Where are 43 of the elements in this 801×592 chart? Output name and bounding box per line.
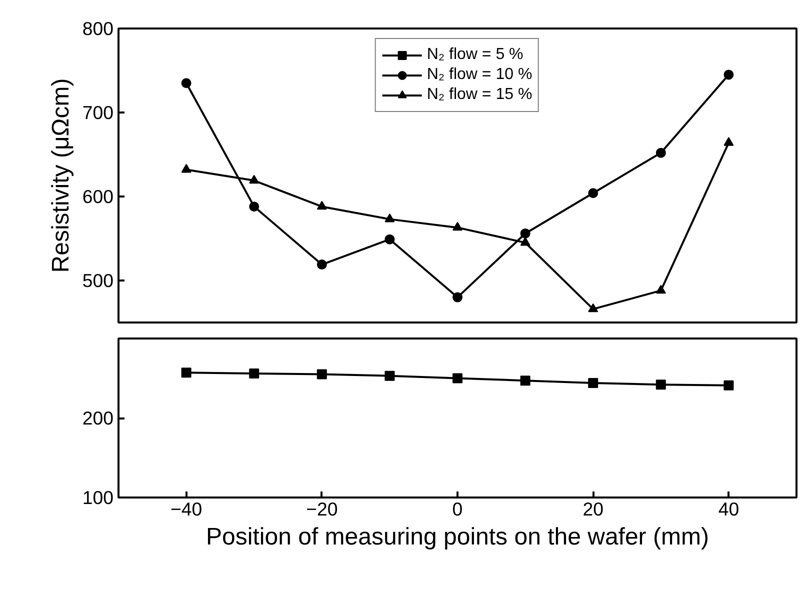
x-axis-title: Position of measuring points on the wafer (mm) [206, 524, 709, 550]
y-tick-label: 500 [82, 270, 114, 291]
point [656, 148, 666, 158]
legend-label: N₂ flow = 10 % [426, 66, 532, 84]
point [588, 378, 598, 388]
x-tick-label: −40 [170, 498, 202, 520]
point [452, 292, 462, 302]
x-tick-label: 20 [582, 498, 604, 520]
legend-label: N₂ flow = 5 % [426, 46, 524, 64]
y-tick-label: 200 [82, 408, 114, 428]
point [181, 164, 192, 173]
point [588, 303, 598, 312]
point [656, 284, 666, 294]
y-tick-label: 700 [82, 102, 114, 123]
y-tick-label: 600 [82, 186, 114, 207]
y-tick-label: 800 [82, 18, 114, 39]
point [249, 368, 260, 378]
point [520, 376, 530, 386]
point [384, 213, 395, 222]
point [588, 188, 598, 198]
point [724, 70, 734, 80]
y-axis-title: Resistivity (μΩcm) [47, 78, 74, 273]
y-tick-label: 100 [82, 487, 114, 508]
point [384, 370, 395, 381]
point [181, 368, 192, 378]
x-tick-label: 40 [718, 498, 740, 520]
point [520, 228, 530, 238]
point [316, 260, 327, 270]
point [316, 369, 327, 380]
point [520, 237, 530, 246]
point [249, 174, 260, 184]
point [181, 78, 192, 88]
point [452, 222, 462, 231]
point [452, 373, 462, 384]
legend-label: N₂ flow = 15 % [426, 86, 532, 104]
point [249, 202, 260, 212]
point [384, 234, 395, 244]
point [656, 380, 666, 390]
x-tick-label: −20 [306, 498, 338, 520]
point [316, 200, 327, 210]
x-tick-label: 0 [452, 498, 463, 520]
point [724, 380, 734, 390]
point [724, 137, 734, 146]
